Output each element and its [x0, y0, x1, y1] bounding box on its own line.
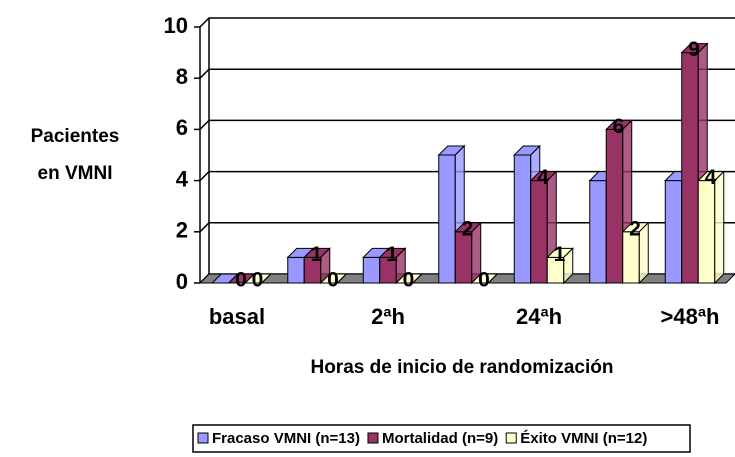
legend-box — [192, 424, 691, 453]
x-tick-label: basal — [209, 304, 265, 329]
bar-side — [638, 221, 649, 285]
y-tick-label: 8 — [176, 64, 188, 89]
bar-front — [681, 52, 699, 284]
legend-label: Fracaso VMNI (n=13) — [212, 430, 360, 447]
legend-swatch — [197, 432, 209, 444]
bar-front — [589, 180, 607, 284]
value-label: 2 — [462, 217, 474, 240]
x-tick-label: 24ªh — [516, 304, 562, 329]
bar-front — [605, 128, 624, 284]
grid-line — [199, 170, 735, 182]
bar-side — [261, 273, 272, 284]
bar — [395, 273, 423, 284]
value-label: 0 — [478, 269, 490, 292]
y-tick-label: 6 — [176, 115, 188, 140]
bar — [319, 273, 348, 284]
bar — [244, 273, 272, 284]
bar — [546, 247, 574, 285]
bar-side — [563, 247, 574, 285]
grid-line — [199, 222, 735, 233]
y-tick-label: 10 — [164, 13, 188, 38]
bar-side — [412, 273, 423, 284]
value-label: 0 — [327, 269, 339, 292]
x-tick-label: >48ªh — [661, 304, 720, 329]
y-tick-label: 4 — [176, 166, 189, 191]
x-tick-label: 2ªh — [371, 304, 405, 329]
bar-front — [697, 180, 716, 284]
y-tick-label: 2 — [176, 218, 188, 243]
bar-front — [513, 154, 532, 284]
value-label: 4 — [537, 166, 549, 189]
bar-front — [362, 256, 381, 284]
value-label: 1 — [386, 243, 398, 266]
bar — [378, 247, 407, 285]
bar — [303, 247, 331, 285]
legend-swatch — [367, 432, 379, 444]
bar-front — [530, 180, 548, 284]
bar — [621, 221, 650, 285]
value-label: 1 — [554, 243, 566, 266]
value-label: 6 — [613, 115, 625, 138]
legend-label: Éxito VMNI (n=12) — [520, 430, 647, 447]
value-label: 1 — [311, 243, 323, 266]
value-label: 4 — [705, 166, 717, 189]
x-axis-title: Horas de inicio de randomización — [310, 357, 613, 378]
bar-front — [664, 180, 683, 284]
y-tick-label: 0 — [176, 269, 188, 294]
bar-front — [287, 256, 305, 284]
bar — [470, 273, 499, 284]
bar-side — [336, 273, 347, 284]
grid-line — [199, 119, 735, 130]
bar-side — [487, 273, 498, 284]
value-label: 9 — [688, 38, 700, 61]
grid-line — [199, 17, 735, 28]
value-label: 0 — [252, 269, 264, 292]
value-label: 0 — [403, 269, 415, 292]
value-label: 2 — [629, 217, 641, 240]
legend-label: Mortalidad (n=9) — [382, 430, 498, 447]
y-axis-title: Pacientes en VMNI — [30, 126, 120, 184]
bar-side — [714, 170, 725, 285]
bar — [697, 170, 725, 285]
bar-front — [438, 154, 456, 284]
value-label: 0 — [235, 269, 247, 292]
bar — [454, 221, 482, 285]
grid-line — [199, 68, 735, 79]
legend-swatch — [505, 432, 517, 444]
